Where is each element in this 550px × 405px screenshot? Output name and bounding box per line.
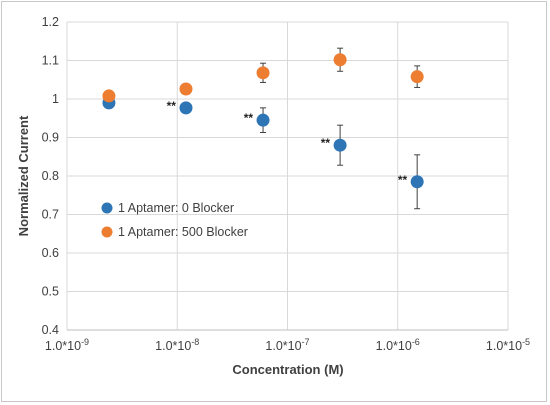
y-tick-label: 0.4	[42, 323, 59, 337]
y-tick-label: 0.8	[42, 169, 59, 183]
y-axis-title: Normalized Current	[16, 115, 31, 236]
y-tick-label: 1.1	[42, 54, 59, 68]
legend-marker	[101, 226, 113, 238]
y-tick-label: 0.7	[42, 208, 59, 222]
y-tick-labels: 0.4 0.5 0.6 0.7 0.8 0.9 1 1.1 1.2	[42, 15, 59, 337]
y-tick-label: 0.6	[42, 246, 59, 260]
x-tick-labels: 1.0*10-9 1.0*10-8 1.0*10-7 1.0*10-6 1.0*10-5	[45, 337, 530, 353]
y-tick-label: 0.5	[42, 285, 59, 299]
data-point	[179, 82, 193, 96]
data-point	[333, 53, 347, 67]
legend-label: 1 Aptamer: 500 Blocker	[118, 225, 248, 239]
data-point	[333, 138, 347, 152]
gridlines	[67, 21, 509, 330]
significance-annotation: **	[244, 111, 254, 125]
x-tick-label: 1.0*10-5	[486, 337, 530, 353]
x-tick-label: 1.0*10-6	[376, 337, 420, 353]
data-marks: ** ** ** **	[102, 47, 424, 210]
significance-annotation: **	[167, 99, 177, 113]
data-point	[179, 101, 193, 115]
y-tick-label: 0.9	[42, 131, 59, 145]
y-tick-label: 1.2	[42, 15, 59, 29]
data-point	[102, 89, 116, 103]
legend: 1 Aptamer: 0 Blocker 1 Aptamer: 500 Block…	[101, 201, 248, 239]
significance-annotation: **	[321, 136, 331, 150]
data-point	[256, 66, 270, 80]
x-tick-label: 1.0*10-8	[155, 337, 199, 353]
data-point	[410, 70, 424, 84]
legend-label: 1 Aptamer: 0 Blocker	[118, 201, 234, 215]
x-axis-title: Concentration (M)	[232, 362, 343, 377]
axes	[66, 22, 508, 331]
significance-annotation: **	[398, 173, 408, 187]
legend-marker	[101, 202, 113, 214]
x-tick-label: 1.0*10-9	[45, 337, 89, 353]
data-point	[256, 113, 270, 127]
data-point	[410, 175, 424, 189]
x-tick-label: 1.0*10-7	[265, 337, 309, 353]
y-tick-label: 1	[52, 92, 59, 106]
